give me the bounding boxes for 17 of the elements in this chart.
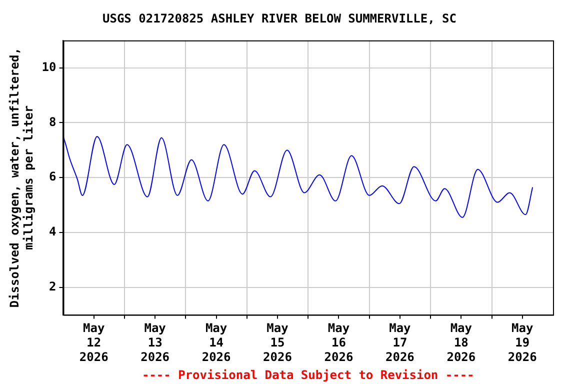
text: ---- Provisional Data Subject to Revision ---- xyxy=(142,368,474,382)
x-tick-label: May 12 2026 xyxy=(79,321,108,364)
x-tick-label: May 13 2026 xyxy=(140,321,170,364)
y-axis-title: Dissolved oxygen, water, unfiltered, milligrams per liter xyxy=(7,48,36,308)
chart-title: USGS 021720825 ASHLEY RIVER BELOW SUMMERVILLE, SC xyxy=(102,11,457,26)
y-tick-label: 10 xyxy=(42,60,56,74)
y-tick-label: 2 xyxy=(49,279,56,294)
x-tick-label: May 15 2026 xyxy=(263,321,292,364)
x-tick-label: May 14 2026 xyxy=(202,321,231,364)
y-tick-label: 8 xyxy=(49,114,56,129)
x-tick-label: May 19 2026 xyxy=(508,321,537,364)
y-tick-label: 4 xyxy=(49,224,56,239)
line-series xyxy=(63,136,534,218)
y-tick-label: 6 xyxy=(49,170,56,184)
x-tick-label: May 18 2026 xyxy=(446,321,476,364)
x-tick-label: May 17 2026 xyxy=(386,321,414,364)
x-tick-label: May 16 2026 xyxy=(324,321,354,364)
